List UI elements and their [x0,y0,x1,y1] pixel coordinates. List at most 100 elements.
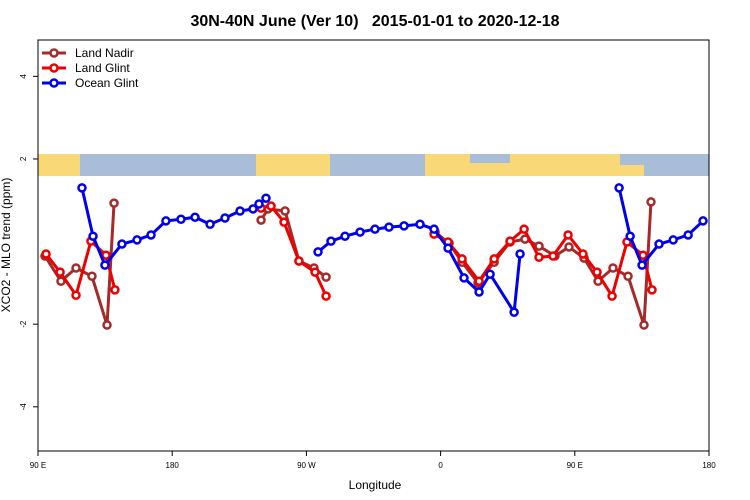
map-land [620,165,644,176]
data-point [534,241,544,251]
data-point [176,214,186,225]
data-point [340,231,350,241]
data-point [564,242,574,252]
data-point [321,291,331,301]
data-point [100,260,110,270]
data-point [509,307,519,317]
data-point [71,290,81,301]
x-tick-label: 0 [438,461,443,470]
data-point [443,243,453,253]
data-point [161,216,171,226]
data-point [647,285,657,295]
y-axis-label: XCO2 - MLO trend (ppm) [0,178,13,313]
data-point [117,239,127,249]
data-point [429,224,439,234]
data-point [623,271,633,282]
data-point [146,230,156,240]
legend-marker [49,78,59,88]
data-point [415,219,425,229]
chart-title: 30N-40N June (Ver 10) 2015-01-01 to 2020… [190,13,559,30]
y-tick-label: 2 [19,156,28,161]
legend-label: Ocean Glint [75,76,139,90]
data-point [534,252,544,263]
y-tick-label: -2 [19,320,28,328]
map-land [256,154,330,176]
data-point [592,267,602,277]
data-point [326,236,336,246]
data-point [646,197,656,207]
data-point [485,269,495,279]
x-tick-label: 180 [702,461,716,470]
data-point [109,198,119,208]
data-point [190,212,200,222]
data-point [220,213,230,223]
x-tick-label: 180 [166,461,180,470]
data-point [625,231,635,241]
data-point [638,250,648,260]
data-point [474,287,484,297]
data-point [505,236,515,246]
data-point [101,250,111,260]
data-point [110,285,120,295]
data-point [294,256,304,266]
data-point [132,235,142,245]
data-point [355,227,365,237]
data-point [88,231,98,241]
y-tick-label: -4 [19,403,28,411]
data-point [563,230,573,240]
data-point [87,271,97,282]
data-point [654,239,664,249]
data-point [235,206,245,216]
x-axis-label: Longitude [349,478,402,492]
data-point [102,320,112,330]
data-point [668,235,678,245]
data-point [266,201,276,211]
map-sea [470,154,510,163]
data-point [578,249,588,259]
x-tick-label: 90 E [567,461,583,470]
data-point [459,273,469,283]
data-point [205,219,215,229]
data-point [608,263,618,273]
data-point [279,217,289,227]
plot-frame [37,39,710,452]
data-point [639,320,649,330]
y-tick-label: 4 [19,74,28,79]
data-point [474,276,484,286]
data-point [614,183,624,193]
data-point [519,224,529,234]
data-point [489,254,499,264]
series [40,197,656,330]
series [77,183,708,317]
legend-label: Land Glint [75,61,130,75]
data-point [384,222,394,232]
map-band [38,154,709,176]
data-point [261,193,271,203]
data-point [683,230,693,240]
data-point [370,224,380,234]
legend-marker [49,48,59,58]
data-point [56,276,66,286]
map-land [425,154,620,176]
map-land [38,154,80,176]
data-point [399,221,409,231]
data-point [698,216,708,226]
data-point [313,247,323,257]
data-point [515,249,525,259]
data-point [637,260,647,270]
data-point [41,249,51,259]
series [41,201,657,301]
data-point [256,215,266,225]
legend-label: Land Nadir [75,46,134,60]
data-point [310,267,320,277]
data-point [457,254,467,264]
data-point [71,263,81,273]
data-point [280,206,290,216]
x-tick-label: 90 W [297,461,316,470]
data-point [77,183,87,193]
data-point [548,251,558,261]
data-point [321,272,331,282]
data-point [254,199,264,209]
